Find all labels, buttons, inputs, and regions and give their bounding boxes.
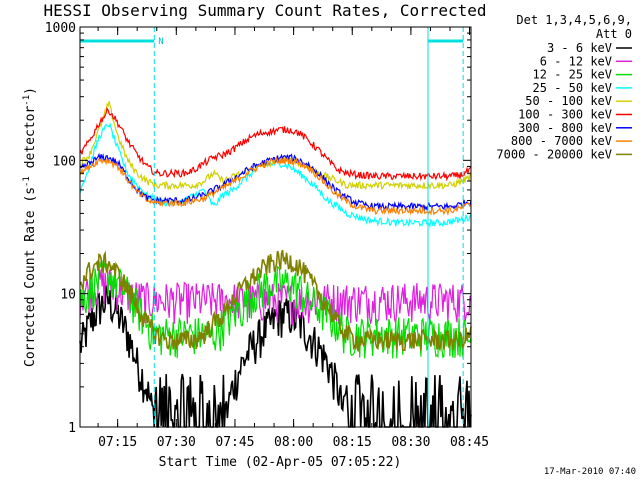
y-axis: 1 10 100 1000 xyxy=(45,21,471,436)
legend-label-9: 7000 - 20000 keV xyxy=(496,147,612,161)
x-axis: 07:15 07:30 07:45 08:00 08:15 08:30 08:45 xyxy=(97,27,489,450)
x-tick-label-2: 07:45 xyxy=(215,435,254,450)
legend-label-2: 6 - 12 keV xyxy=(540,54,612,68)
series-line-8 xyxy=(79,156,472,216)
y-axis-label-exp1: -1 xyxy=(22,176,32,187)
legend-label-3: 12 - 25 keV xyxy=(533,68,612,82)
x-tick-label-5: 08:30 xyxy=(391,435,430,450)
series-line-5 xyxy=(79,101,472,191)
y-axis-label: Corrected Count Rate (s-1 detector-1) xyxy=(22,87,38,367)
chart-title: HESSI Observing Summary Count Rates, Cor… xyxy=(43,1,486,20)
y-axis-label-exp2: -1 xyxy=(22,95,32,106)
legend-header-line2: Att 0 xyxy=(596,27,632,41)
legend-label-7: 300 - 800 keV xyxy=(518,121,612,135)
x-axis-label: Start Time (02-Apr-05 07:05:22) xyxy=(159,455,402,470)
y-tick-label-1: 1 xyxy=(68,421,76,436)
y-tick-label-100: 100 xyxy=(53,154,76,169)
legend-label-5: 50 - 100 keV xyxy=(525,94,612,108)
series-line-6 xyxy=(79,106,472,182)
y-tick-label-1000: 1000 xyxy=(45,21,76,36)
y-axis-label-end: ) xyxy=(23,87,38,95)
plot-frame xyxy=(79,26,472,428)
y-axis-label-main: Corrected Count Rate (s xyxy=(23,187,38,367)
x-tick-label-6: 08:45 xyxy=(450,435,489,450)
y-axis-label-mid: detector xyxy=(23,106,38,177)
x-tick-label-0: 07:15 xyxy=(98,435,137,450)
legend-label-4: 25 - 50 keV xyxy=(533,81,612,95)
x-tick-label-4: 08:15 xyxy=(333,435,372,450)
legend-label-8: 800 - 7000 keV xyxy=(511,134,612,148)
flag-label: N xyxy=(158,37,163,47)
legend-label-1: 3 - 6 keV xyxy=(547,41,612,55)
x-tick-label-1: 07:30 xyxy=(157,435,196,450)
x-tick-label-3: 08:00 xyxy=(274,435,313,450)
timestamp: 17-Mar-2010 07:40 xyxy=(544,467,636,477)
y-tick-label-10: 10 xyxy=(60,288,76,303)
series-line-9 xyxy=(79,249,472,354)
legend-label-6: 100 - 300 keV xyxy=(518,108,612,122)
legend-header-line1: Det 1,3,4,5,6,9, xyxy=(516,13,632,27)
